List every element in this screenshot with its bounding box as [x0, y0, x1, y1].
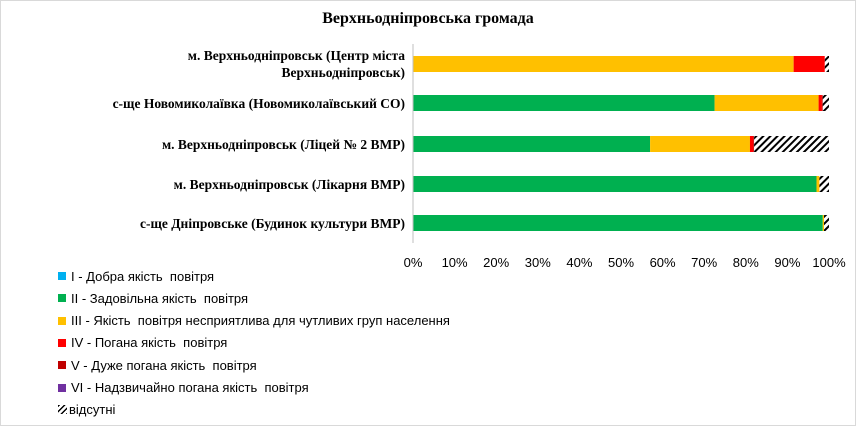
legend-label: V - Дуже погана якість повітря: [71, 357, 257, 373]
x-tick-label: 30%: [524, 255, 551, 270]
legend-item: V - Дуже погана якість повітря: [58, 356, 257, 374]
bar-segment-4-series-3: [816, 176, 820, 192]
legend-label: II - Задовільна якість повітря: [71, 290, 249, 306]
legend-swatch: [58, 383, 66, 392]
legend-item: I - Добра якість повітря: [58, 267, 214, 285]
category-label: м. Верхньодніпровськ (Центр міста Верхньо…: [187, 48, 405, 80]
legend-item: II - Задовільна якість повітря: [58, 289, 248, 307]
legend-item: відсутні: [58, 401, 115, 419]
bar-segment-2-series-5: [821, 95, 823, 111]
x-tick-label: 50%: [607, 255, 635, 270]
legend-item: III - Якість повітря несприятлива для чу…: [58, 312, 450, 330]
legend-swatch: [58, 338, 66, 347]
legend-item: IV - Погана якість повітря: [58, 334, 227, 352]
x-tick-label: 40%: [566, 255, 593, 270]
bar-segment-4-series-2: [413, 176, 817, 192]
bar-segment-5-series-7: [824, 215, 829, 231]
category-label: м. Верхньодніпровськ (Лікарня ВМР): [173, 176, 405, 192]
legend-label: VI - Надзвичайно погана якість повітря: [71, 380, 309, 395]
bar-segment-3-series-4: [749, 136, 754, 152]
x-tick-label: 0%: [403, 255, 423, 270]
legend-swatch: [58, 405, 67, 415]
legend-swatch: [58, 294, 66, 303]
bar-segment-3-series-5: [753, 136, 755, 152]
x-tick-label: 80%: [732, 255, 759, 270]
x-tick-label: 90%: [774, 255, 801, 270]
bar-segment-2-series-4: [818, 95, 822, 111]
bar-segment-1-series-7: [824, 56, 829, 72]
legend-item: VI - Надзвичайно погана якість повітря: [58, 379, 309, 397]
category-label: с-ще Новомиколаївка (Новомиколаївський С…: [112, 95, 405, 111]
bar-segment-3-series-3: [650, 136, 750, 152]
legend-label: IV - Погана якість повітря: [71, 335, 228, 351]
legend-label: I - Добра якість повітря: [71, 268, 215, 284]
bar-segment-3-series-2: [413, 136, 651, 152]
legend-swatch: [58, 316, 66, 325]
x-tick-label: 10%: [441, 255, 468, 270]
legend-swatch: [58, 272, 66, 280]
bar-segment-2-series-7: [822, 95, 829, 111]
bar-segment-2-series-2: [413, 95, 715, 111]
bar-segment-2-series-3: [714, 95, 819, 111]
bar-segment-1-series-4: [793, 56, 825, 72]
x-tick-label: 100%: [812, 255, 846, 270]
bar-segment-5-series-3: [822, 215, 825, 231]
x-tick-label: 70%: [691, 255, 718, 270]
bar-segment-5-series-2: [413, 215, 823, 231]
x-tick-label: 60%: [649, 255, 676, 270]
category-label: м. Верхньодніпровськ (Ліцей № 2 ВМР): [161, 136, 405, 152]
legend-label: відсутні: [69, 402, 116, 418]
category-label: с-ще Дніпровське (Будинок культури ВМР): [140, 215, 405, 231]
legend-swatch: [58, 361, 66, 370]
bar-segment-4-series-7: [819, 176, 829, 192]
legend-label: III - Якість повітря несприятлива для чу…: [71, 313, 450, 329]
chart-title: Верхньодніпровська громада: [322, 10, 534, 27]
x-tick-label: 20%: [483, 255, 510, 270]
bar-segment-3-series-7: [754, 136, 829, 152]
bar-segment-1-series-3: [413, 56, 794, 72]
